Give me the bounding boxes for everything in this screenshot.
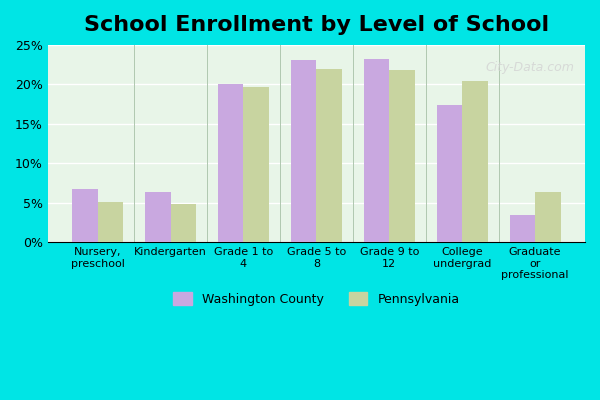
Bar bbox=[218, 84, 244, 242]
Legend: Washington County, Pennsylvania: Washington County, Pennsylvania bbox=[168, 287, 464, 311]
Bar bbox=[509, 214, 535, 242]
Text: City-Data.com: City-Data.com bbox=[485, 61, 574, 74]
Bar bbox=[72, 188, 98, 242]
Bar bbox=[244, 87, 269, 242]
Title: School Enrollment by Level of School: School Enrollment by Level of School bbox=[84, 15, 549, 35]
Bar bbox=[170, 204, 196, 242]
Bar bbox=[437, 105, 462, 242]
Bar bbox=[389, 70, 415, 242]
Bar bbox=[462, 81, 488, 242]
Bar bbox=[98, 202, 123, 242]
Bar bbox=[145, 192, 170, 242]
Bar bbox=[364, 59, 389, 242]
Bar bbox=[535, 192, 560, 242]
Bar bbox=[316, 69, 342, 242]
Bar bbox=[291, 60, 316, 242]
